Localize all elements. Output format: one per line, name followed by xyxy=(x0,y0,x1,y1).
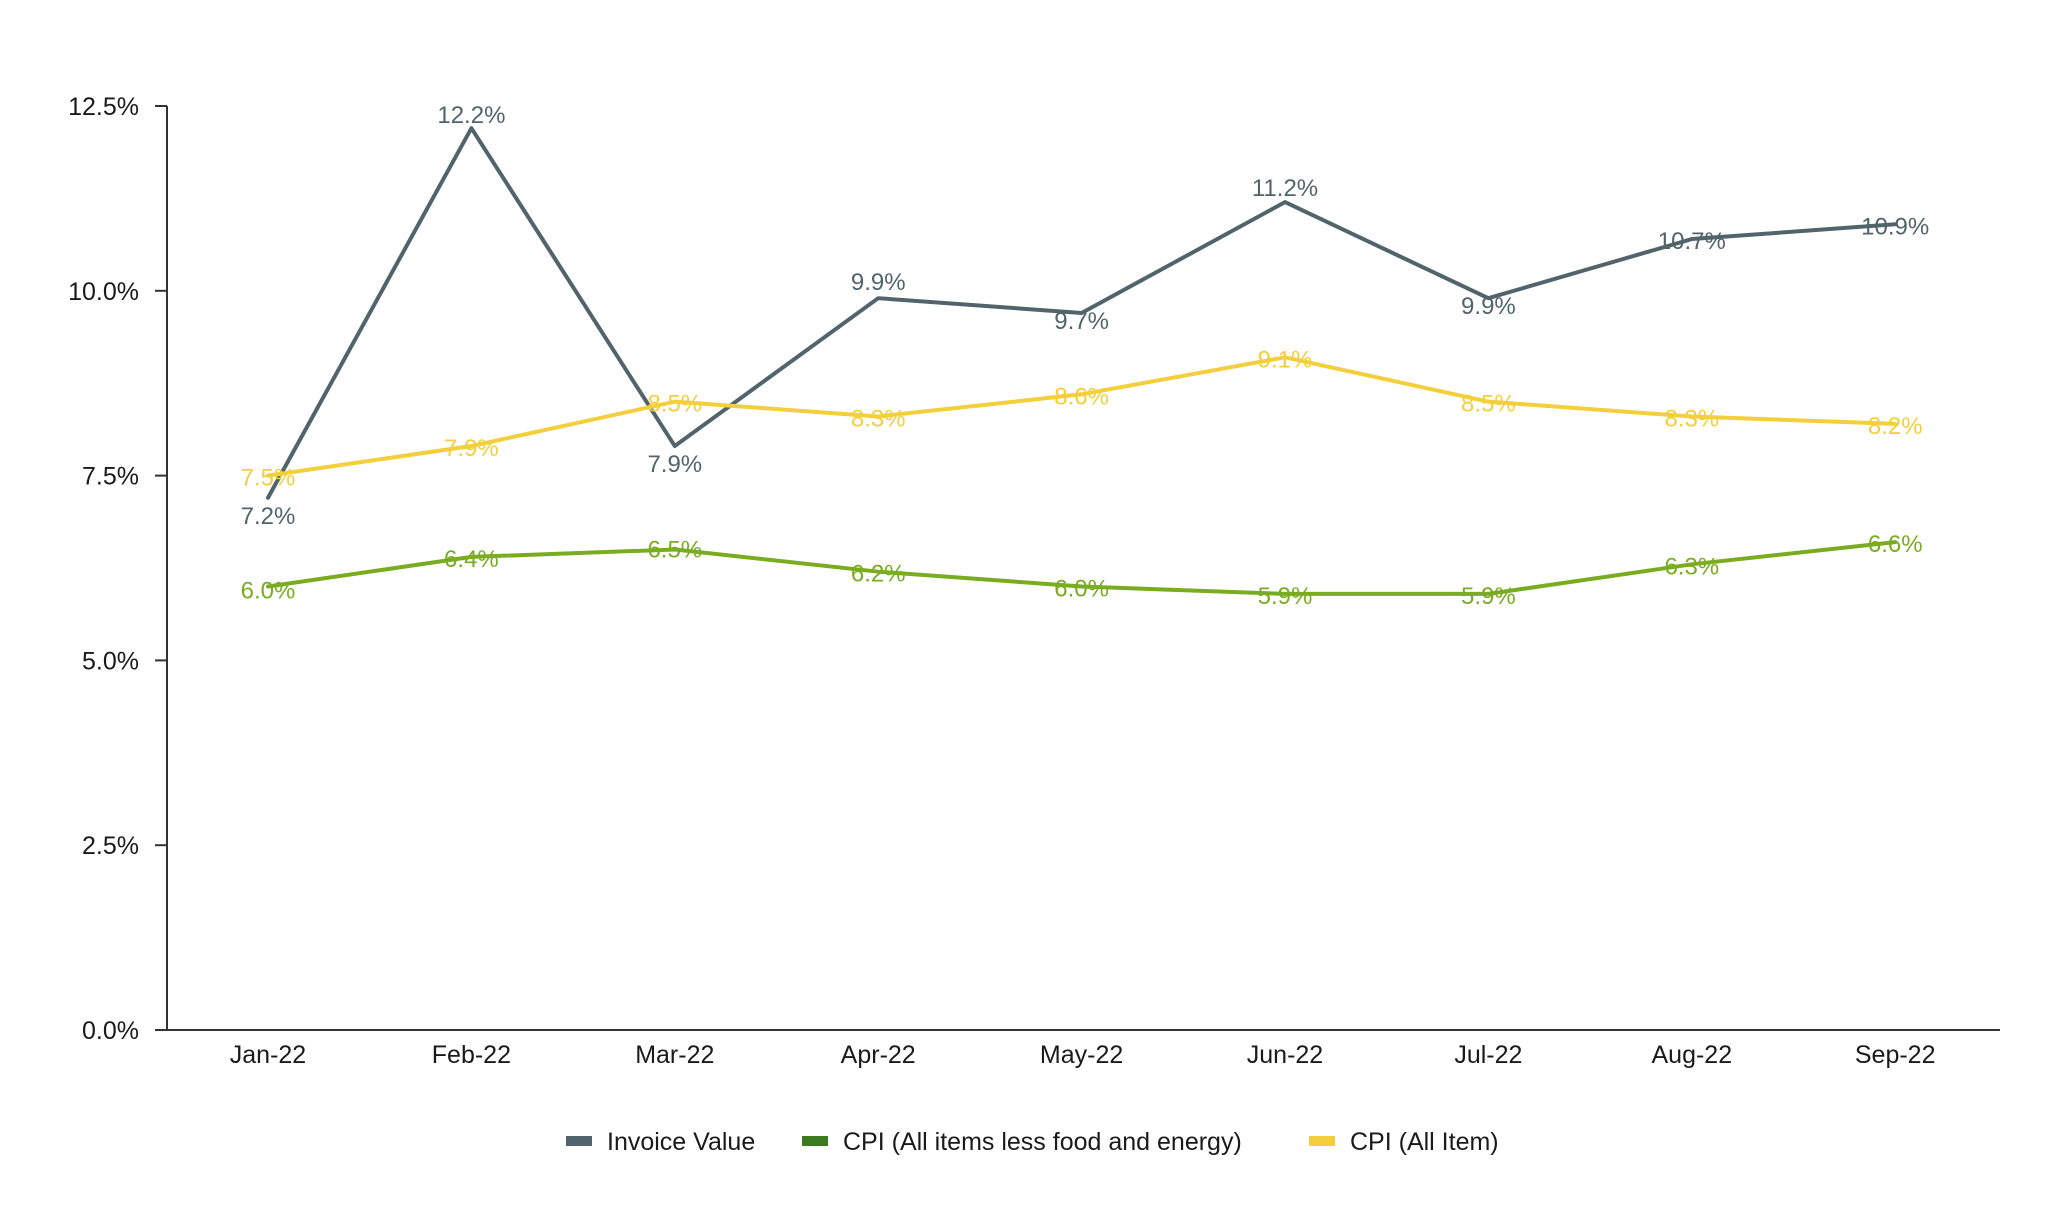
data-label-series-2: 8.5% xyxy=(1461,391,1516,418)
series-lines xyxy=(266,126,1898,596)
y-tick-label: 12.5% xyxy=(68,93,139,121)
y-tick-label: 0.0% xyxy=(82,1017,139,1045)
data-label-series-2: 8.3% xyxy=(1664,405,1719,432)
legend-swatch xyxy=(802,1136,828,1146)
series-line-2 xyxy=(266,355,1898,478)
data-label-series-2: 8.6% xyxy=(1054,383,1109,410)
data-label-series-2: 7.9% xyxy=(444,435,499,462)
data-label-series-2: 9.1% xyxy=(1258,346,1313,373)
y-tick-label: 2.5% xyxy=(82,832,139,860)
data-labels: 7.2% 12.2% 7.9% 9.9% 9.7% 11.2% 9.9% 10.7% 10.9%… xyxy=(241,102,1930,610)
data-label-series-1: 6.3% xyxy=(1664,553,1719,580)
axes: 0.0% 2.5% 5.0% 7.5% 10.0% 12.5% Jan-22 Feb-22 Ma… xyxy=(68,93,2000,1069)
x-tick-label: Jan-22 xyxy=(230,1041,306,1069)
data-label-series-0: 10.9% xyxy=(1861,213,1929,240)
data-label-series-0: 12.2% xyxy=(437,102,505,129)
data-label-series-1: 5.9% xyxy=(1461,583,1516,610)
data-label-series-1: 6.0% xyxy=(241,577,296,604)
data-label-series-1: 5.9% xyxy=(1258,583,1313,610)
legend-label: CPI (All Item) xyxy=(1350,1128,1499,1156)
data-label-series-0: 11.2% xyxy=(1252,175,1318,202)
y-tick-label: 7.5% xyxy=(82,463,139,491)
x-tick-label: Feb-22 xyxy=(432,1041,511,1069)
x-tick-label: Apr-22 xyxy=(841,1041,916,1069)
series-line-0 xyxy=(266,126,1898,500)
data-label-series-2: 7.5% xyxy=(241,465,296,492)
x-tick-label: Sep-22 xyxy=(1855,1041,1936,1069)
data-label-series-1: 6.2% xyxy=(851,561,906,588)
data-label-series-0: 9.9% xyxy=(1461,293,1516,320)
legend-swatch xyxy=(1309,1136,1335,1146)
data-label-series-1: 6.5% xyxy=(647,537,702,564)
x-tick-label: Jun-22 xyxy=(1247,1041,1323,1069)
data-label-series-2: 8.5% xyxy=(647,391,702,418)
x-tick-label: Aug-22 xyxy=(1651,1041,1732,1069)
data-label-series-0: 7.9% xyxy=(647,451,702,478)
data-label-series-1: 6.0% xyxy=(1054,575,1109,602)
data-label-series-2: 8.3% xyxy=(851,405,906,432)
legend-label: CPI (All items less food and energy) xyxy=(843,1128,1242,1156)
x-tick-label: Mar-22 xyxy=(635,1041,714,1069)
x-tick-label: May-22 xyxy=(1040,1041,1123,1069)
y-tick-label: 5.0% xyxy=(82,647,139,675)
data-label-series-1: 6.4% xyxy=(444,546,499,573)
data-label-series-0: 10.7% xyxy=(1658,228,1726,255)
data-label-series-0: 9.7% xyxy=(1054,308,1109,335)
x-tick-label: Jul-22 xyxy=(1454,1041,1522,1069)
legend-swatch xyxy=(566,1136,592,1146)
series-line-1 xyxy=(266,540,1898,596)
data-label-series-2: 8.2% xyxy=(1868,413,1923,440)
data-label-series-1: 6.6% xyxy=(1868,531,1923,558)
data-label-series-0: 9.9% xyxy=(851,269,906,296)
legend: Invoice Value CPI (All items less food an… xyxy=(566,1128,1499,1156)
y-tick-label: 10.0% xyxy=(68,278,139,306)
legend-label: Invoice Value xyxy=(607,1128,755,1156)
data-label-series-0: 7.2% xyxy=(241,503,296,530)
